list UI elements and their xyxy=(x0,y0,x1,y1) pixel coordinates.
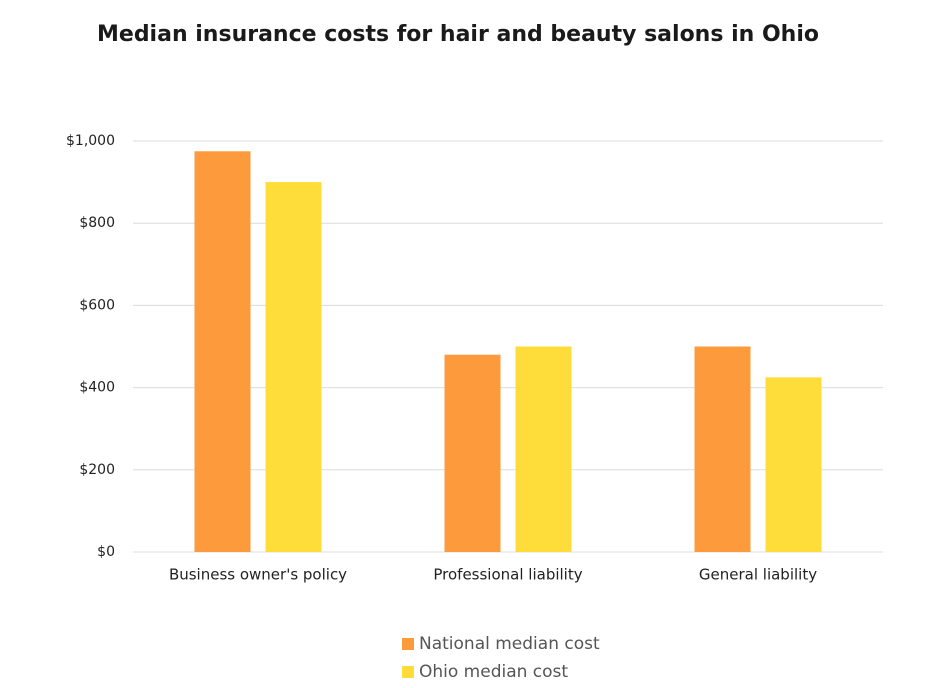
legend-swatch xyxy=(402,638,414,650)
bar xyxy=(194,151,251,552)
bar xyxy=(515,346,572,552)
x-tick-label: Business owner's policy xyxy=(169,566,347,584)
y-tick-label: $1,000 xyxy=(66,133,115,149)
bar xyxy=(694,346,751,552)
y-tick-label: $800 xyxy=(79,215,115,231)
legend-swatch xyxy=(402,666,414,678)
y-tick-label: $200 xyxy=(79,462,115,478)
x-tick-label: General liability xyxy=(699,566,817,584)
legend-label: Ohio median cost xyxy=(419,662,568,682)
y-tick-label: $0 xyxy=(97,544,115,560)
chart-title: Median insurance costs for hair and beau… xyxy=(97,22,819,47)
x-tick-label: Professional liability xyxy=(433,566,582,584)
y-tick-label: $600 xyxy=(79,297,115,313)
legend-label: National median cost xyxy=(419,634,600,654)
bar xyxy=(444,354,501,552)
bar xyxy=(765,377,822,552)
bar xyxy=(265,182,322,552)
y-tick-label: $400 xyxy=(79,380,115,396)
